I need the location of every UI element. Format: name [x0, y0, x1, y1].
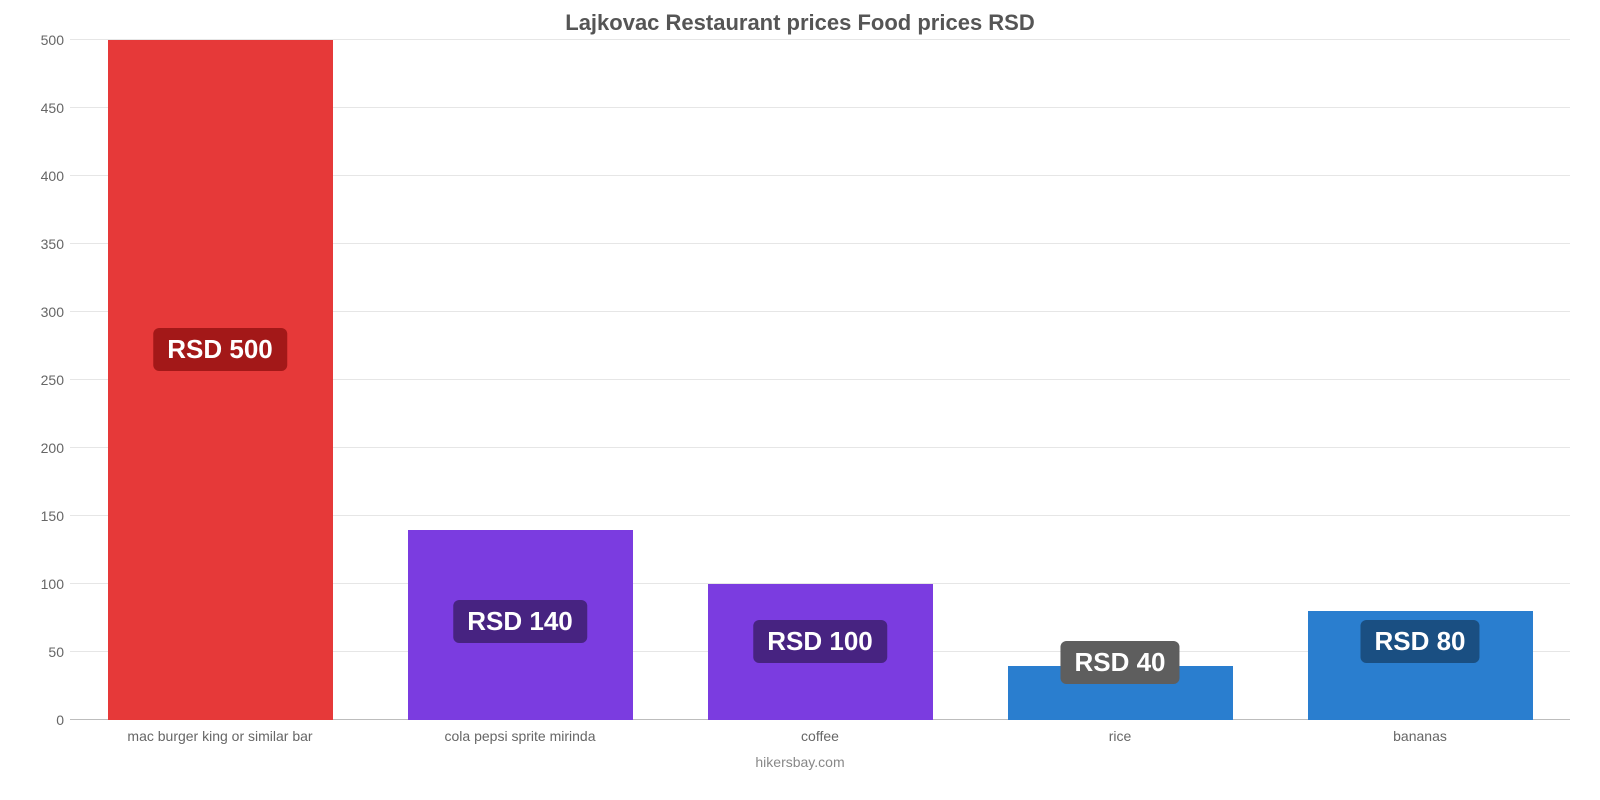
bar	[108, 40, 333, 720]
y-tick-label: 300	[4, 304, 64, 320]
chart-caption: hikersbay.com	[755, 754, 844, 770]
y-tick-label: 50	[4, 644, 64, 660]
value-label: RSD 140	[453, 600, 587, 643]
value-label: RSD 40	[1060, 641, 1179, 684]
x-tick-label: bananas	[1393, 728, 1447, 744]
x-tick-label: cola pepsi sprite mirinda	[445, 728, 596, 744]
y-tick-label: 200	[4, 440, 64, 456]
y-tick-label: 0	[4, 712, 64, 728]
x-tick-label: rice	[1109, 728, 1132, 744]
y-tick-label: 100	[4, 576, 64, 592]
value-label: RSD 80	[1360, 620, 1479, 663]
x-tick-label: coffee	[801, 728, 839, 744]
chart-title: Lajkovac Restaurant prices Food prices R…	[0, 0, 1600, 36]
x-tick-label: mac burger king or similar bar	[127, 728, 312, 744]
y-tick-label: 400	[4, 168, 64, 184]
y-tick-label: 500	[4, 32, 64, 48]
plot-area: RSD 500 RSD 140 RSD 100 RSD 40 RSD 80	[70, 40, 1570, 720]
y-tick-label: 450	[4, 100, 64, 116]
value-label: RSD 100	[753, 620, 887, 663]
value-label: RSD 500	[153, 328, 287, 371]
y-tick-label: 150	[4, 508, 64, 524]
y-tick-label: 350	[4, 236, 64, 252]
y-tick-label: 250	[4, 372, 64, 388]
price-bar-chart: Lajkovac Restaurant prices Food prices R…	[0, 0, 1600, 800]
